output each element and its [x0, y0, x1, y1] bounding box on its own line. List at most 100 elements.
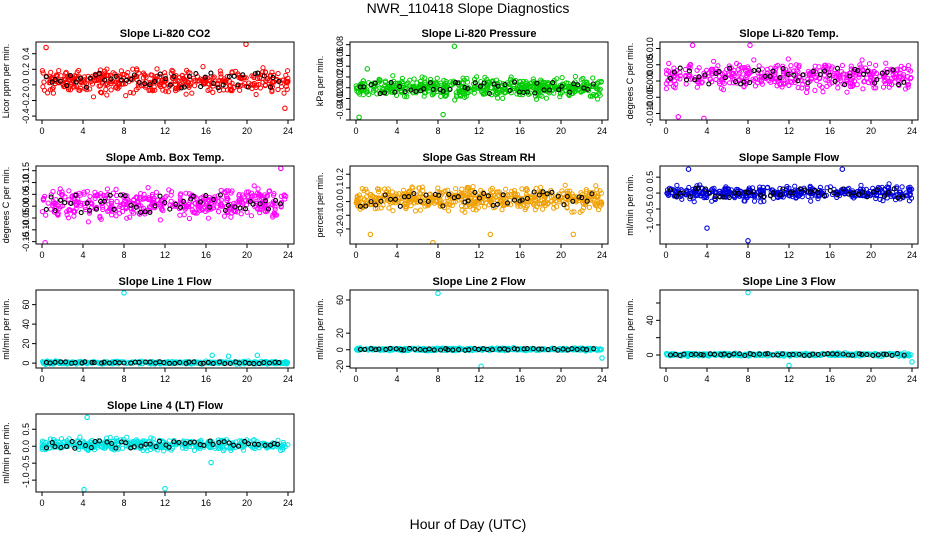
data-point — [56, 190, 63, 196]
reference-point — [779, 351, 786, 357]
data-point — [471, 90, 477, 96]
data-point — [683, 352, 689, 358]
chart-panel-4: Slope Amb. Box Temp.degrees C per min.0 4… — [1, 152, 295, 260]
data-point — [883, 60, 889, 66]
data-point — [500, 202, 506, 208]
data-point — [364, 189, 370, 195]
reference-point — [807, 189, 813, 195]
reference-point — [712, 194, 718, 200]
data-point — [724, 66, 730, 73]
y-tick-label: 0 — [21, 361, 31, 366]
y-axis-label: ml/min per min. — [315, 298, 325, 360]
reference-point — [524, 195, 530, 202]
reference-point — [382, 192, 388, 198]
reference-point — [392, 196, 399, 202]
data-point — [376, 76, 382, 82]
y-tick-label: -0.10 — [21, 220, 31, 241]
data-point — [73, 206, 79, 212]
data-point — [469, 198, 475, 204]
reference-point — [549, 189, 555, 195]
reference-point — [834, 351, 840, 357]
chart-title: Slope Li-820 CO2 — [120, 28, 210, 40]
data-point — [493, 77, 499, 83]
data-point — [224, 195, 230, 201]
reference-point — [62, 200, 68, 206]
reference-point — [584, 347, 590, 353]
reference-point — [270, 75, 276, 81]
data-point — [269, 79, 275, 86]
x-tick-label: 4 — [80, 250, 85, 260]
reference-point — [677, 65, 683, 71]
data-point — [241, 74, 247, 80]
x-tick-label: 20 — [242, 250, 252, 260]
data-point — [137, 445, 144, 452]
data-point — [173, 88, 179, 94]
data-point — [836, 74, 842, 80]
reference-point — [707, 190, 713, 196]
chart-panel-3: Slope Li-820 Temp.degrees C per min.0 4 8 1… — [625, 28, 919, 136]
data-point — [458, 88, 464, 94]
reference-point — [48, 194, 54, 200]
data-point — [374, 91, 380, 97]
data-point — [737, 70, 743, 76]
reference-point — [667, 187, 673, 193]
reference-point — [874, 187, 881, 193]
outlier-point — [430, 239, 436, 244]
reference-point — [191, 359, 197, 365]
chart-title: Slope Amb. Box Temp. — [106, 152, 225, 164]
data-point — [860, 86, 866, 92]
data-point — [820, 89, 826, 95]
data-point — [76, 67, 82, 74]
reference-point — [721, 351, 727, 357]
data-point — [727, 80, 733, 86]
reference-point — [265, 206, 272, 212]
outlier-point — [599, 355, 605, 361]
data-point — [42, 193, 48, 199]
reference-point — [188, 196, 194, 202]
reference-point — [250, 201, 256, 207]
data-point — [161, 82, 168, 88]
data-point — [596, 79, 602, 85]
data-point — [170, 361, 176, 367]
reference-point — [93, 72, 99, 78]
y-tick-label: 60 — [335, 295, 345, 305]
reference-point — [494, 201, 500, 207]
reference-point — [172, 360, 178, 366]
reference-point — [236, 360, 242, 366]
x-tick-label: 4 — [704, 126, 709, 136]
data-point — [55, 210, 61, 216]
data-point — [390, 89, 396, 95]
data-point — [721, 80, 727, 87]
reference-point — [741, 79, 747, 85]
reference-point — [447, 86, 453, 93]
data-point — [892, 79, 898, 85]
x-tick-label: 16 — [825, 374, 835, 384]
reference-point — [726, 195, 732, 201]
data-point — [888, 193, 894, 199]
data-point — [217, 68, 223, 74]
data-point — [149, 72, 155, 78]
reference-point — [166, 360, 173, 366]
reference-point — [667, 75, 673, 81]
reference-point — [373, 347, 379, 353]
data-point — [262, 200, 268, 206]
reference-point — [486, 90, 492, 97]
data-point — [215, 193, 221, 199]
data-point — [396, 191, 402, 197]
data-point — [141, 191, 147, 197]
reference-point — [136, 359, 142, 365]
reference-point — [751, 68, 757, 74]
reference-point — [421, 86, 427, 92]
data-point — [48, 206, 54, 212]
data-point — [160, 208, 166, 214]
data-point — [540, 206, 546, 212]
data-point — [817, 82, 823, 88]
reference-point — [546, 87, 553, 93]
data-point — [192, 83, 198, 89]
data-point — [533, 96, 540, 102]
data-point — [530, 85, 537, 91]
data-point — [557, 94, 563, 100]
reference-point — [147, 209, 153, 215]
data-point — [209, 80, 215, 87]
data-point — [364, 89, 370, 95]
